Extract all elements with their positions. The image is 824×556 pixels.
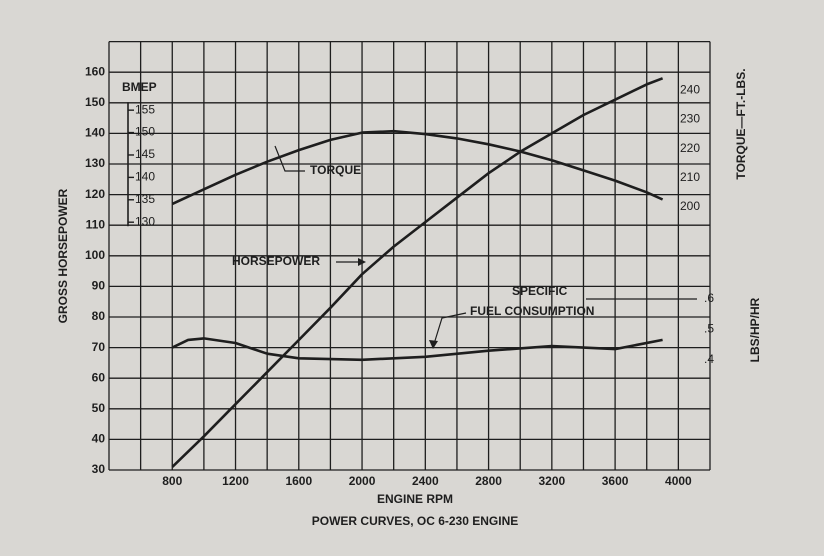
y-tick-label: 150 — [85, 95, 105, 109]
sfc-axis-title: LBS/HP/HR — [748, 297, 762, 362]
sfc-tick-label: .6 — [704, 291, 714, 305]
series-line — [171, 337, 663, 362]
chart-title: POWER CURVES, OC 6-230 ENGINE — [312, 514, 519, 528]
x-tick-label: 4000 — [665, 474, 692, 488]
torque-tick-label: 210 — [680, 170, 700, 184]
series-line — [171, 129, 664, 206]
y-tick-label: 60 — [92, 370, 106, 384]
x-tick-label: 3600 — [602, 474, 629, 488]
series-label: HORSEPOWER — [232, 254, 320, 268]
sfc-arrow — [429, 340, 438, 349]
series-label: SPECIFIC — [512, 284, 568, 298]
y-tick-label: 50 — [92, 401, 106, 415]
torque-tick-label: 220 — [680, 141, 700, 155]
torque-tick-label: 240 — [680, 83, 700, 97]
torque-tick-label: 200 — [680, 199, 700, 213]
sfc-leader — [433, 312, 467, 345]
y-tick-label: 110 — [86, 217, 106, 231]
series-label: TORQUE — [310, 163, 361, 177]
sfc-tick-label: .5 — [704, 321, 714, 335]
x-tick-label: 2800 — [475, 474, 502, 488]
bmep-tick-label: 145 — [135, 147, 155, 161]
x-tick-label: 800 — [162, 474, 182, 488]
bmep-tick-label: 155 — [135, 102, 155, 116]
torque-tick-label: 230 — [680, 112, 700, 126]
y-tick-label: 160 — [85, 64, 105, 78]
y-axis-title: GROSS HORSEPOWER — [56, 188, 70, 323]
y-tick-label: 130 — [85, 156, 105, 170]
x-tick-label: 2000 — [349, 474, 376, 488]
x-tick-label: 1600 — [285, 474, 312, 488]
bmep-axis-title: BMEP — [122, 80, 157, 94]
y-tick-label: 90 — [92, 279, 106, 293]
y-tick-label: 140 — [85, 126, 105, 140]
series-label: FUEL CONSUMPTION — [470, 304, 594, 318]
bmep-tick-label: 150 — [135, 125, 155, 139]
y-tick-label: 30 — [92, 462, 106, 476]
y-tick-label: 120 — [85, 187, 105, 201]
y-tick-label: 80 — [92, 309, 106, 323]
torque-axis-title: TORQUE—FT.-LBS. — [734, 68, 748, 179]
bmep-tick-label: 130 — [135, 214, 155, 228]
y-tick-label: 100 — [85, 248, 105, 262]
bmep-tick-label: 135 — [135, 192, 155, 206]
x-tick-label: 1200 — [222, 474, 249, 488]
x-tick-label: 2400 — [412, 474, 439, 488]
x-tick-label: 3200 — [538, 474, 565, 488]
series-line — [171, 77, 664, 468]
x-axis-title: ENGINE RPM — [377, 492, 453, 506]
bmep-tick-label: 140 — [135, 170, 155, 184]
sfc-tick-label: .4 — [704, 352, 714, 366]
y-tick-label: 70 — [92, 340, 106, 354]
y-tick-label: 40 — [92, 432, 106, 446]
